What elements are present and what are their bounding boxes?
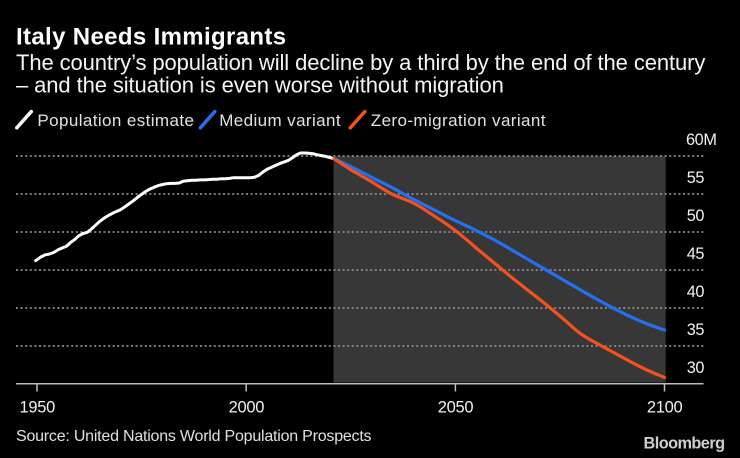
svg-text:Bloomberg: Bloomberg <box>644 435 725 453</box>
svg-text:Zero-migration variant: Zero-migration variant <box>371 111 546 130</box>
svg-text:60M: 60M <box>686 131 716 149</box>
svg-text:The country’s population will: The country’s population will decline by… <box>16 50 705 75</box>
svg-text:Source: United Nations World P: Source: United Nations World Population … <box>16 428 372 445</box>
svg-text:55: 55 <box>687 169 705 187</box>
svg-text:1950: 1950 <box>20 399 56 417</box>
svg-text:40: 40 <box>687 283 705 301</box>
svg-text:– and the situation is even wo: – and the situation is even worse withou… <box>16 72 504 97</box>
svg-text:Italy Needs Immigrants: Italy Needs Immigrants <box>16 24 286 51</box>
svg-text:30: 30 <box>687 359 705 377</box>
svg-text:50: 50 <box>687 207 705 225</box>
svg-text:2050: 2050 <box>438 399 474 417</box>
svg-text:Population estimate: Population estimate <box>37 111 194 130</box>
svg-text:2100: 2100 <box>647 399 683 417</box>
svg-text:45: 45 <box>687 245 705 263</box>
svg-text:2000: 2000 <box>229 399 265 417</box>
svg-text:Medium variant: Medium variant <box>219 111 341 130</box>
svg-text:35: 35 <box>687 321 705 339</box>
